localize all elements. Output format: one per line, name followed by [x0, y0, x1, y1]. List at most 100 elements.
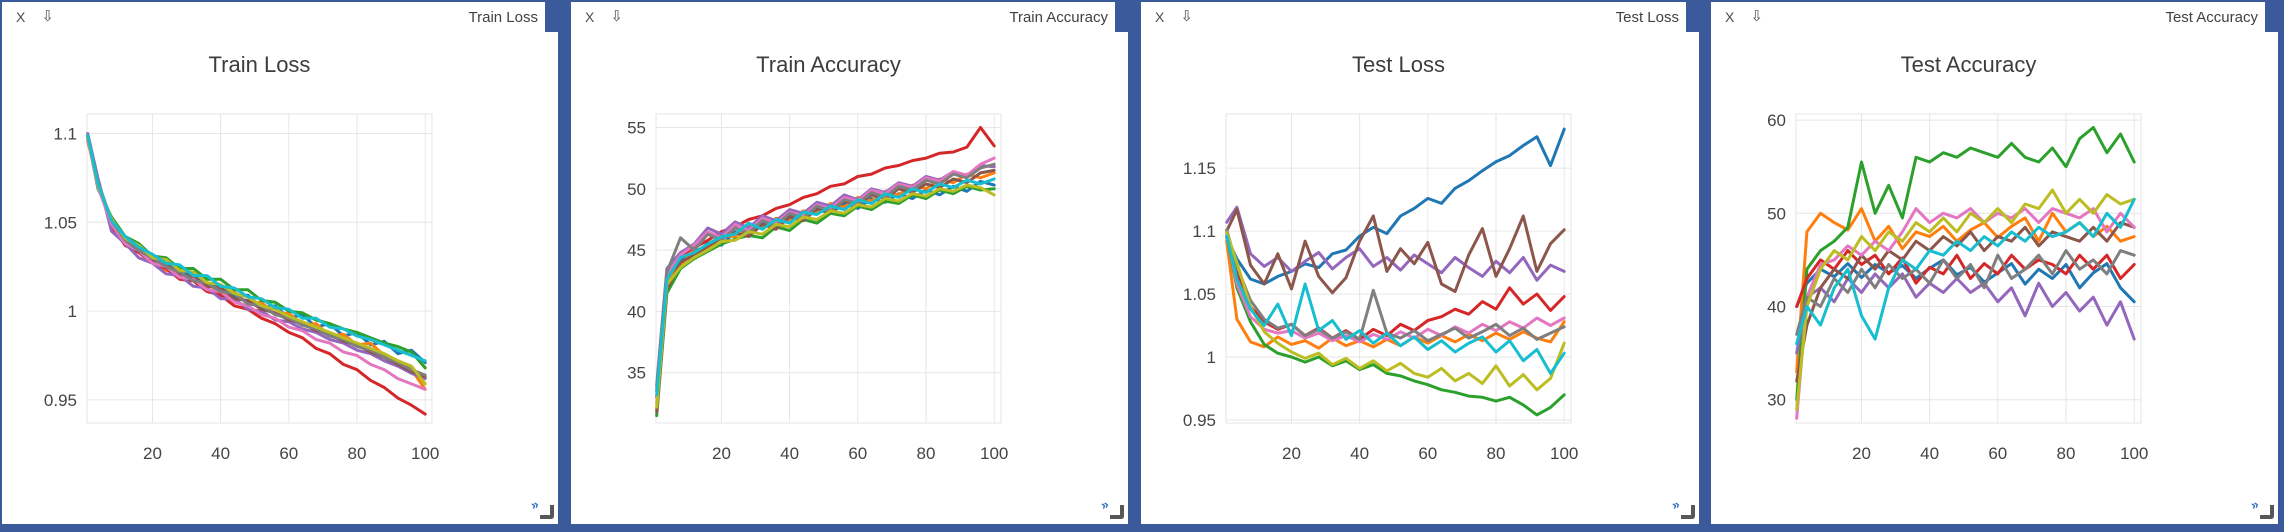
series-line — [1225, 205, 1566, 282]
series-line — [1795, 126, 2136, 402]
series-line — [1795, 249, 2136, 336]
y-tick-label: 0.95 — [1183, 411, 1216, 430]
panel-titlebar: X ⇩ Test Accuracy — [1711, 2, 2278, 32]
series-line — [1225, 127, 1566, 286]
titlebar-corner-block — [545, 2, 558, 32]
x-tick-label: 60 — [848, 444, 867, 463]
close-button[interactable]: X — [16, 2, 25, 32]
titlebar-corner-block — [1115, 2, 1128, 32]
dock-down-arrow-icon[interactable]: ⇩ — [41, 2, 54, 32]
line-chart-train-loss: 0.95 1 1.05 1.1 20 40 60 80 100 Train Loss — [44, 52, 439, 463]
series-line — [655, 184, 996, 418]
y-tick-label: 35 — [627, 364, 646, 383]
resize-grip-icon[interactable] — [1110, 505, 1124, 519]
series-line — [655, 164, 996, 387]
series-lines — [1225, 127, 1566, 417]
x-tick-label: 20 — [712, 444, 731, 463]
x-tick-label: 80 — [348, 444, 367, 463]
y-tick-label: 40 — [1767, 298, 1786, 317]
series-line — [86, 139, 427, 416]
x-tick-label: 80 — [917, 444, 936, 463]
y-tick-label: 50 — [627, 180, 646, 199]
series-line — [1225, 228, 1566, 343]
series-line — [655, 156, 996, 405]
x-tick-label: 60 — [279, 444, 298, 463]
x-tick-label: 80 — [1487, 444, 1506, 463]
series-line — [1795, 207, 2136, 420]
x-tick-label: 40 — [1920, 444, 1939, 463]
y-tick-label: 1 — [1207, 348, 1216, 367]
dock-down-arrow-icon[interactable]: ⇩ — [1750, 2, 1763, 32]
dock-down-arrow-icon[interactable]: ⇩ — [1180, 2, 1193, 32]
y-tick-label: 1.05 — [44, 213, 77, 232]
resize-grip-icon[interactable] — [540, 505, 554, 519]
y-tick-label: 55 — [627, 119, 646, 138]
series-line — [655, 162, 996, 389]
series-line — [1225, 232, 1566, 344]
dock-panel-train-loss: X ⇩ Train Loss 0.95 1 1.05 1.1 20 40 60 80 100 Tr… — [2, 2, 558, 524]
x-tick-label: 40 — [211, 444, 230, 463]
y-tick-label: 1.1 — [53, 125, 77, 144]
titlebar-corner-block — [1686, 2, 1699, 32]
x-tick-label: 60 — [1988, 444, 2007, 463]
close-button[interactable]: X — [1155, 2, 1164, 32]
dock-panel-test-accuracy: X ⇩ Test Accuracy 30 40 50 60 20 40 60 80 100 Tes… — [1711, 2, 2278, 524]
panel-titlebar: X ⇩ Train Loss — [2, 2, 558, 32]
series-line — [1795, 197, 2136, 346]
series-lines — [86, 132, 427, 416]
series-line — [1225, 239, 1566, 350]
y-tick-label: 1.1 — [1192, 222, 1216, 241]
panel-titlebar: X ⇩ Train Accuracy — [571, 2, 1128, 32]
plot-grid — [86, 113, 433, 424]
chart-title: Test Accuracy — [1901, 52, 2037, 77]
series-line — [86, 133, 427, 377]
chart-title: Test Loss — [1352, 52, 1445, 77]
y-tick-label: 30 — [1767, 391, 1786, 410]
panel-title: Test Loss — [1615, 8, 1679, 26]
close-button[interactable]: X — [585, 2, 594, 32]
y-tick-label: 0.95 — [44, 391, 77, 410]
series-line — [1225, 234, 1566, 375]
close-button[interactable]: X — [1725, 2, 1734, 32]
x-tick-label: 40 — [780, 444, 799, 463]
y-tick-label: 1.15 — [1183, 159, 1216, 178]
y-tick-label: 1.05 — [1183, 285, 1216, 304]
plot-grid — [655, 113, 1002, 424]
titlebar-corner-block — [2265, 2, 2278, 32]
panel-title: Test Accuracy — [2165, 8, 2258, 26]
series-line — [86, 133, 427, 363]
resize-grip-icon[interactable] — [1681, 505, 1695, 519]
x-tick-label: 100 — [1550, 444, 1578, 463]
x-tick-label: 20 — [143, 444, 162, 463]
series-line — [655, 177, 996, 397]
plot-grid — [1225, 113, 1572, 424]
line-chart-train-accuracy: 35 40 45 50 55 20 40 60 80 100 Train Accuracy — [627, 52, 1008, 463]
series-line — [1225, 208, 1566, 295]
panel-title: Train Accuracy — [1009, 8, 1108, 26]
x-tick-label: 100 — [2120, 444, 2148, 463]
x-tick-label: 40 — [1350, 444, 1369, 463]
x-tick-label: 20 — [1852, 444, 1871, 463]
series-line — [1795, 272, 2136, 355]
y-tick-label: 1 — [68, 302, 77, 321]
dock-panel-train-accuracy: X ⇩ Train Accuracy 35 40 45 50 55 20 40 60 80 100… — [571, 2, 1128, 524]
x-tick-label: 100 — [980, 444, 1008, 463]
dock-panel-test-loss: X ⇩ Test Loss 0.95 1 1.05 1.1 1.15 20 40 60 80 10… — [1141, 2, 1699, 524]
resize-grip-icon[interactable] — [2260, 505, 2274, 519]
chart-title: Train Loss — [209, 52, 311, 77]
chart-title: Train Accuracy — [756, 52, 901, 77]
dock-down-arrow-icon[interactable]: ⇩ — [610, 2, 623, 32]
x-tick-label: 80 — [2057, 444, 2076, 463]
y-tick-label: 40 — [627, 302, 646, 321]
series-line — [655, 183, 996, 409]
line-chart-test-loss: 0.95 1 1.05 1.1 1.15 20 40 60 80 100 Test Loss — [1183, 52, 1578, 463]
panel-titlebar: X ⇩ Test Loss — [1141, 2, 1699, 32]
x-tick-label: 60 — [1418, 444, 1437, 463]
y-tick-label: 50 — [1767, 204, 1786, 223]
line-chart-test-accuracy: 30 40 50 60 20 40 60 80 100 Test Accuracy — [1767, 52, 2148, 463]
x-tick-label: 100 — [411, 444, 439, 463]
series-line — [1225, 233, 1566, 417]
panel-title: Train Loss — [468, 8, 538, 26]
y-tick-label: 45 — [627, 241, 646, 260]
